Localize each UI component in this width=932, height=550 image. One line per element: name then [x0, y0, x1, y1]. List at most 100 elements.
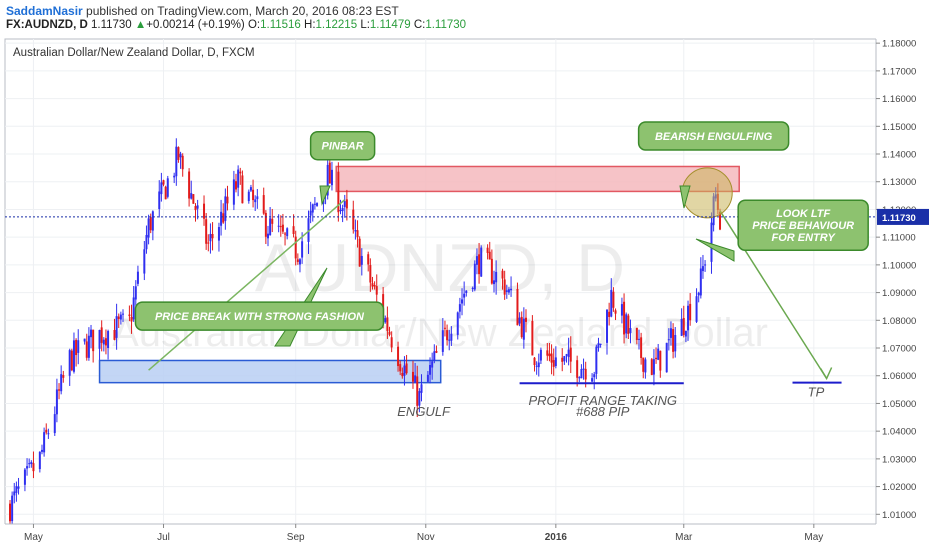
candle-body	[337, 171, 340, 213]
candle-body	[358, 238, 361, 267]
watermark-symbol: AUDNZD, D	[255, 230, 625, 306]
candle-body	[17, 486, 20, 489]
y-tick-label: 1.16000	[882, 94, 916, 105]
supply-zone	[335, 165, 740, 193]
candle-body	[11, 495, 14, 522]
candle-body	[256, 196, 259, 200]
candle-body	[640, 337, 643, 358]
candle-body	[465, 290, 468, 294]
author-link[interactable]: SaddamNasir	[6, 4, 83, 18]
y-tick-label: 1.11000	[882, 233, 916, 244]
candle-body	[591, 378, 594, 382]
x-tick-label: Mar	[675, 532, 693, 543]
candle-body	[15, 486, 18, 493]
candle-body	[642, 357, 645, 372]
candle-body	[450, 333, 453, 341]
candle-body	[612, 291, 615, 308]
bearish-engulfing-callout: BEARISH ENGULFING	[637, 121, 790, 209]
candle-body	[610, 289, 613, 317]
candle-body	[102, 339, 105, 345]
look-ltf-box	[737, 199, 869, 251]
y-tick-label: 1.02000	[882, 482, 916, 493]
high-label: H:	[304, 19, 316, 31]
candle-body	[83, 338, 86, 342]
bearish-engulfing-text: BEARISH ENGULFING	[655, 131, 773, 143]
low-label: L:	[360, 19, 370, 31]
candle-body	[614, 310, 617, 314]
candle-body	[166, 178, 169, 197]
y-tick-label: 1.05000	[882, 399, 916, 410]
candle-body	[254, 199, 257, 203]
candle-body	[367, 254, 370, 265]
candle-body	[606, 309, 609, 343]
candle-body	[390, 337, 393, 348]
y-tick-label: 1.17000	[882, 66, 916, 77]
candle-body	[637, 338, 640, 340]
x-axis-panel	[0, 524, 932, 550]
candle-body	[411, 371, 414, 382]
candle-body	[271, 218, 274, 224]
symbol-label[interactable]: FX:AUDNZD, D	[6, 19, 88, 31]
candle-body	[98, 329, 101, 349]
candle-body	[211, 234, 214, 239]
candle-body	[30, 462, 33, 465]
candle-body	[582, 368, 585, 370]
tp-label: TP	[808, 385, 825, 400]
current-price-tag	[877, 208, 929, 225]
candle-body	[345, 199, 348, 209]
candle-body	[266, 233, 269, 239]
candle-body	[281, 224, 284, 232]
x-tick-label: Sep	[287, 532, 305, 543]
candle-body	[232, 179, 235, 205]
candle-body	[286, 228, 289, 237]
candle-body	[652, 359, 655, 375]
candle-body	[194, 206, 197, 211]
candle-body	[441, 330, 444, 352]
candle-body	[719, 211, 722, 230]
candle-body	[354, 230, 357, 232]
candle-body	[554, 357, 557, 367]
candle-body	[672, 329, 675, 352]
candle-body	[518, 317, 521, 324]
candle-body	[535, 365, 538, 367]
pinbar-text: PINBAR	[322, 141, 364, 153]
candle-body	[510, 288, 513, 291]
candle-body	[546, 350, 549, 356]
candle-body	[92, 329, 95, 352]
candle-body	[548, 353, 551, 357]
price-chart[interactable]: AUDNZD, D Australian Dollar/New Zealand D…	[0, 36, 932, 550]
candle-body	[655, 357, 658, 360]
candle-body	[495, 271, 498, 283]
candle-body	[316, 203, 319, 206]
candle-body	[704, 264, 707, 266]
last-price: 1.11730	[90, 19, 132, 31]
candle-body	[627, 315, 630, 334]
candle-body	[72, 340, 75, 372]
candle-body	[23, 469, 26, 485]
close-label: C:	[413, 19, 426, 31]
candle-body	[192, 194, 195, 204]
candle-body	[397, 346, 400, 367]
candle-body	[503, 279, 506, 295]
candle-body	[405, 363, 408, 374]
candle-body	[313, 203, 316, 205]
candle-body	[85, 341, 88, 358]
price-break-box	[134, 301, 385, 331]
candle-body	[695, 296, 698, 322]
candle-body	[699, 268, 702, 296]
pip-label: #688 PIP	[576, 404, 630, 419]
candle-body	[520, 316, 523, 338]
candle-body	[386, 317, 389, 331]
candle-body	[328, 162, 331, 184]
engulf-label: ENGULF	[397, 404, 451, 419]
candle-body	[117, 316, 120, 319]
candle-body	[435, 350, 438, 353]
publish-line: SaddamNasir published on TradingView.com…	[6, 4, 399, 18]
candle-body	[307, 218, 310, 242]
candle-body	[55, 389, 58, 415]
candle-body	[107, 331, 110, 349]
candle-body	[373, 285, 376, 287]
candle-body	[298, 259, 301, 265]
candle-body	[294, 236, 297, 259]
candle-body	[352, 209, 355, 230]
